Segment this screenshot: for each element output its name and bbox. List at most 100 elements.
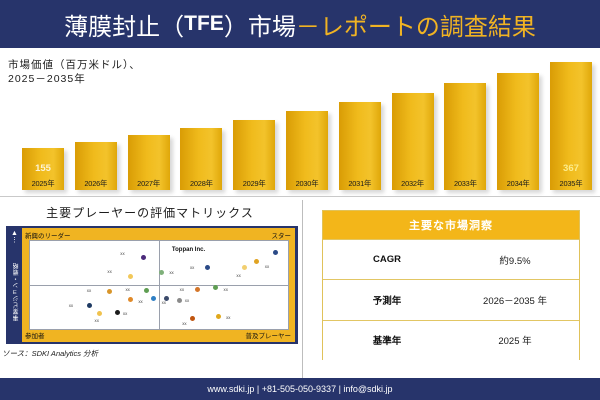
quadrant-label-star: スター	[271, 233, 292, 240]
market-value-chart: 市場価値（百万米ドル）、 2025－2035年 155	[0, 48, 600, 196]
matrix-point-label: xx	[189, 264, 195, 270]
matrix-point-label: xx	[169, 270, 174, 276]
bar-column	[338, 50, 381, 190]
matrix-point[interactable]	[272, 249, 278, 255]
bar-2028[interactable]	[180, 128, 223, 190]
axis-label-2025: 2025年	[31, 179, 55, 188]
source-note: ソース：SDKI Analytics 分析	[2, 349, 99, 358]
matrix-point-label: xx	[226, 314, 231, 320]
matrix-plot-area: Toppan Inc. xx xx xx xx xx xx xx xx	[29, 240, 289, 330]
bar-column	[444, 50, 487, 190]
footer-contact-text[interactable]: www.sdki.jp | +81-505-050-9337 | info@sd…	[207, 384, 393, 394]
axis-label-2030: 2030年	[295, 179, 319, 188]
page-title-highlight: －レポートの調査結果	[295, 13, 536, 41]
vertical-divider	[302, 200, 303, 378]
axis-label-2029: 2029年	[242, 179, 266, 188]
chart-x-axis: 2025年 2026年 2027年 2028年 2029年 2030年 2031…	[22, 178, 592, 190]
evaluation-matrix: ▲⋮ 事業ビジョン・戦略 製品のフットプリント 新興のリーダー スター 参加者 …	[6, 226, 298, 344]
bar-2025[interactable]: 155	[22, 148, 64, 190]
footer-bar: www.sdki.jp | +81-505-050-9337 | info@sd…	[0, 378, 600, 400]
axis-label-2028: 2028年	[189, 179, 213, 188]
insight-key-forecast-year: 予測年	[372, 295, 402, 307]
matrix-point[interactable]	[195, 286, 201, 292]
matrix-point-label: xx	[94, 318, 99, 324]
bar-2033[interactable]	[444, 83, 487, 190]
bar-2030[interactable]	[285, 111, 328, 190]
matrix-point[interactable]	[164, 295, 170, 301]
bar-column	[233, 50, 276, 190]
matrix-point[interactable]	[86, 302, 92, 308]
axis-label-2027: 2027年	[137, 179, 161, 188]
matrix-point-label: xx	[138, 299, 143, 305]
matrix-point[interactable]	[177, 298, 183, 304]
quadrant-label-participant: 参加者	[25, 333, 45, 340]
matrix-point-label: xx	[122, 310, 128, 316]
insight-value-cagr: 約9.5%	[499, 255, 531, 267]
bar-2026[interactable]	[74, 142, 117, 190]
insight-key-base-year: 基準年	[372, 336, 402, 348]
matrix-point[interactable]	[128, 274, 134, 280]
bar-column: 367	[549, 50, 592, 190]
bar-2034[interactable]	[497, 73, 540, 190]
matrix-point[interactable]	[254, 259, 260, 265]
insight-value-forecast-year: 2026－2035 年	[483, 295, 547, 307]
bar-2035[interactable]: 367	[549, 62, 592, 190]
header-bar: 薄膜封止（ TFE ）市場 －レポートの調査結果	[0, 0, 600, 48]
matrix-point-label: xx	[223, 286, 228, 292]
matrix-point[interactable]	[241, 264, 247, 270]
page-title-part-2: ）市場	[223, 13, 296, 41]
page-title: 薄膜封止（ TFE ）市場 －レポートの調査結果	[0, 0, 600, 48]
matrix-title: 主要プレーヤーの評価マトリックス	[46, 206, 254, 220]
matrix-point-label: xx	[182, 321, 187, 327]
matrix-point[interactable]	[213, 285, 219, 290]
matrix-point-label: xx	[120, 250, 125, 256]
matrix-point[interactable]	[115, 309, 121, 315]
axis-label-2034: 2034年	[506, 179, 530, 188]
matrix-y-axis-label: 事業ビジョン・戦略	[14, 262, 20, 322]
quadrant-divider-horizontal	[30, 285, 288, 286]
bar-2031[interactable]	[338, 102, 381, 190]
matrix-point[interactable]	[143, 287, 149, 293]
matrix-point[interactable]	[215, 314, 221, 320]
matrix-point[interactable]	[107, 289, 113, 295]
matrix-point-label-toppan: Toppan Inc.	[171, 247, 206, 253]
axis-label-2032: 2032年	[401, 179, 424, 188]
axis-label-2035: 2035年	[559, 179, 583, 188]
table-row: CAGR 約9.5%	[323, 239, 579, 280]
matrix-point[interactable]	[205, 264, 211, 270]
matrix-point[interactable]	[128, 297, 134, 303]
matrix-point[interactable]	[189, 315, 195, 321]
axis-label-2031: 2031年	[348, 179, 372, 188]
chart-bars: 155 367	[22, 50, 592, 190]
matrix-point-label: xx	[125, 286, 130, 292]
matrix-point[interactable]	[97, 311, 103, 317]
bar-column: 155	[22, 50, 64, 190]
bar-column	[285, 50, 328, 190]
bar-2029[interactable]	[233, 120, 276, 190]
table-row: 予測年 2026－2035 年	[323, 279, 579, 320]
axis-label-2033: 2033年	[453, 179, 477, 188]
chart-title: 市場価値（百万米ドル）、 2025－2035年	[8, 59, 141, 85]
key-insights-header: 主要な市場洞察	[323, 211, 579, 239]
bar-2032[interactable]	[391, 93, 434, 190]
table-row: 基準年 2025 年	[323, 319, 579, 360]
bar-column	[497, 50, 540, 190]
insight-key-cagr: CAGR	[373, 254, 401, 266]
matrix-point[interactable]	[159, 270, 164, 276]
matrix-point-label: xx	[161, 299, 166, 305]
matrix-point-label: xx	[107, 269, 112, 275]
key-insights-table: 主要な市場洞察 CAGR 約9.5% 予測年 2026－2035 年 基準年 2…	[322, 210, 580, 360]
page-title-part-1: 薄膜封止（	[64, 13, 185, 41]
bar-2027[interactable]	[127, 135, 170, 190]
matrix-quadrant-frame: 新興のリーダー スター 参加者 普及プレーヤー Toppan Inc. xx x…	[22, 228, 295, 342]
bar-column	[127, 50, 170, 190]
horizontal-divider	[0, 196, 600, 197]
matrix-point[interactable]	[140, 255, 146, 261]
bar-column	[180, 50, 223, 190]
matrix-point-label: xx	[86, 287, 92, 293]
matrix-point-label: xx	[68, 302, 74, 308]
matrix-point[interactable]	[151, 296, 157, 302]
bottom-section: 主要プレーヤーの評価マトリックス ▲⋮ 事業ビジョン・戦略 製品のフットプリント…	[0, 196, 600, 378]
quadrant-label-penetration-player: 普及プレーヤー	[245, 333, 292, 340]
bar-value-2025: 155	[35, 163, 51, 174]
